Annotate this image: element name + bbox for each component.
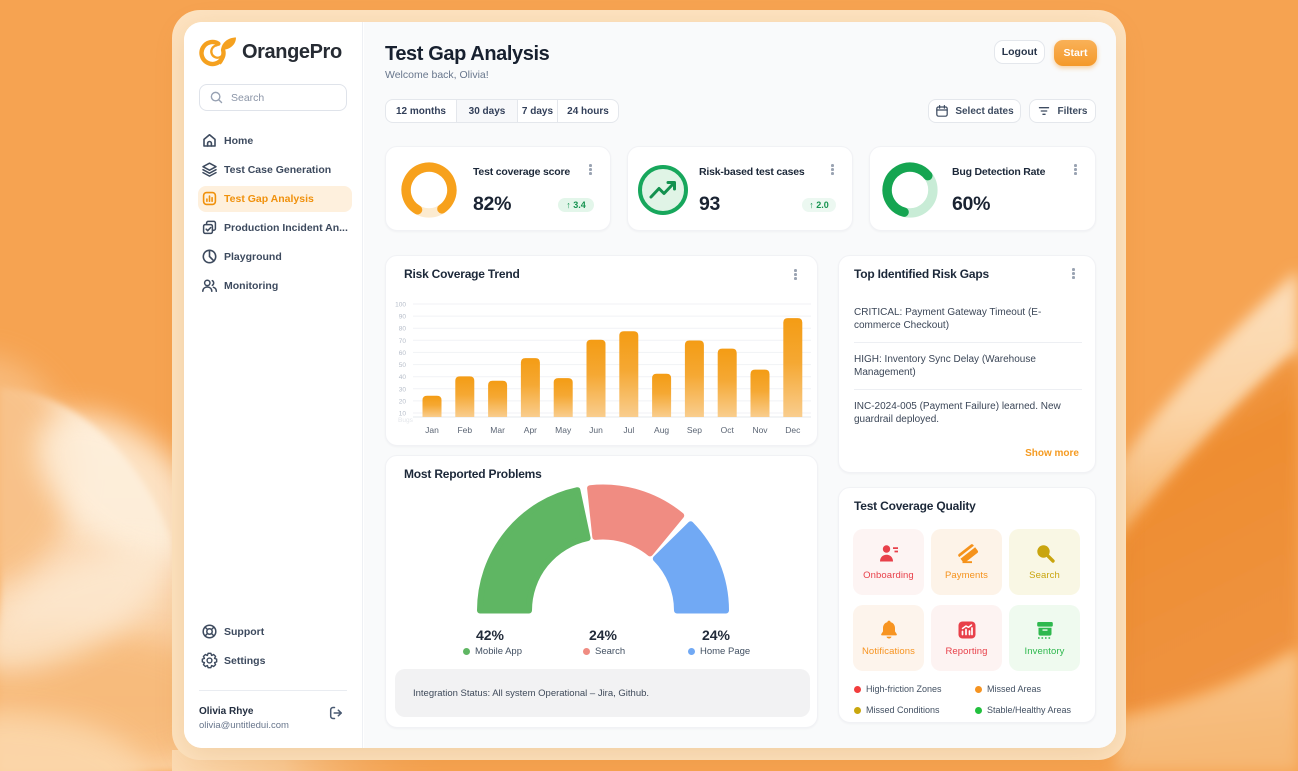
svg-text:80: 80 bbox=[399, 326, 407, 333]
svg-text:50: 50 bbox=[399, 362, 407, 369]
svg-text:Sep: Sep bbox=[687, 425, 702, 435]
svg-text:Nov: Nov bbox=[752, 425, 768, 435]
svg-text:90: 90 bbox=[399, 314, 407, 321]
svg-text:Mar: Mar bbox=[490, 425, 505, 435]
svg-text:Feb: Feb bbox=[457, 425, 472, 435]
svg-text:70: 70 bbox=[399, 338, 407, 345]
svg-text:40: 40 bbox=[399, 374, 407, 381]
svg-text:Aug: Aug bbox=[654, 425, 669, 435]
svg-text:Apr: Apr bbox=[524, 425, 537, 435]
svg-text:Oct: Oct bbox=[721, 425, 735, 435]
svg-text:30: 30 bbox=[399, 386, 407, 393]
svg-text:Jul: Jul bbox=[623, 425, 634, 435]
svg-text:Jan: Jan bbox=[425, 425, 439, 435]
svg-text:20: 20 bbox=[399, 398, 407, 405]
svg-text:Dec: Dec bbox=[785, 425, 801, 435]
svg-text:10: 10 bbox=[399, 411, 407, 418]
svg-text:60: 60 bbox=[399, 350, 407, 357]
svg-text:Jun: Jun bbox=[589, 425, 603, 435]
svg-text:May: May bbox=[555, 425, 572, 435]
svg-text:100: 100 bbox=[395, 302, 406, 309]
svg-text:Bugs: Bugs bbox=[398, 417, 414, 424]
